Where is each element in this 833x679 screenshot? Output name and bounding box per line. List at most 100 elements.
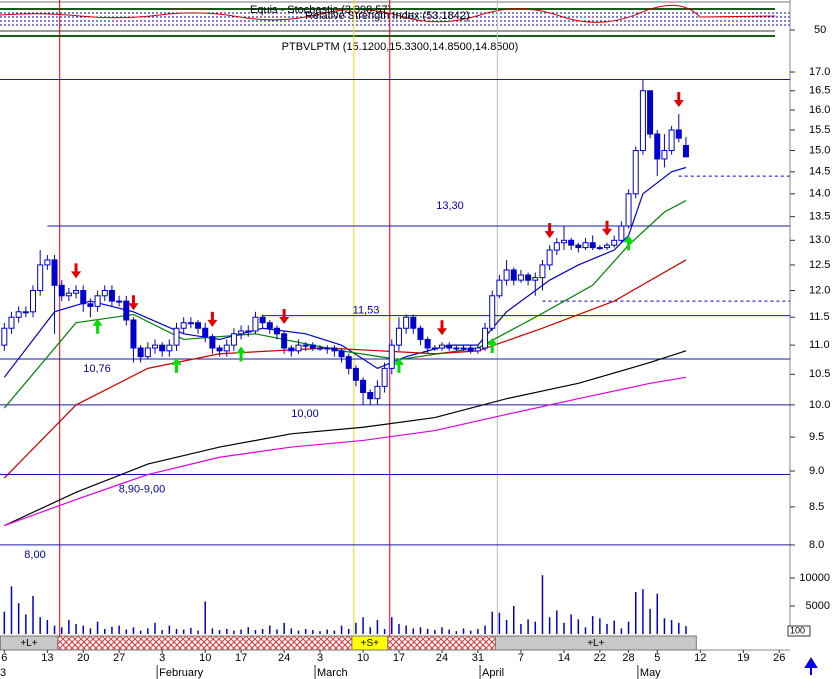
- level-label: 8,90-9,00: [119, 483, 165, 495]
- y-tick-label: 8.5: [809, 501, 824, 513]
- x-tick-label: 24: [278, 652, 290, 664]
- candle-body: [230, 333, 237, 346]
- candle-body: [410, 316, 417, 329]
- candle-body: [44, 259, 51, 266]
- candle-body: [431, 347, 438, 350]
- y-tick-label: 15.0: [809, 144, 830, 156]
- band-label: +L+: [20, 638, 37, 649]
- buy-arrow: [171, 357, 182, 373]
- x-tick-label: 22: [594, 652, 606, 664]
- candle-body: [345, 356, 352, 369]
- x-tick-label: 17: [235, 652, 247, 664]
- candle-body: [510, 269, 517, 281]
- candle-body: [374, 385, 381, 400]
- x-tick-label: 20: [77, 652, 89, 664]
- x-tick-label: 12: [694, 652, 706, 664]
- candle-body: [611, 239, 618, 246]
- volume-tick-label: 10000: [799, 572, 830, 584]
- candle-body: [73, 290, 80, 294]
- sell-arrow: [673, 91, 684, 107]
- candle-body: [195, 322, 202, 329]
- band-label: +S+: [361, 638, 380, 649]
- candle-body: [438, 344, 445, 349]
- y-tick-label: 14.0: [809, 188, 830, 200]
- signal-band: [57, 635, 353, 651]
- candle-body: [525, 274, 532, 281]
- candle-body: [302, 344, 309, 347]
- sell-arrow: [207, 311, 218, 327]
- candle-body: [30, 290, 37, 313]
- buy-arrow: [487, 338, 498, 354]
- x-tick-label: 3: [159, 652, 165, 664]
- candle-body: [223, 344, 230, 352]
- candle-body: [51, 259, 58, 286]
- candle-body: [532, 277, 539, 281]
- moving-average: [3, 259, 687, 479]
- x-tick-label: 10: [357, 652, 369, 664]
- month-label: March: [317, 667, 348, 679]
- candle-body: [618, 225, 625, 241]
- candle-body: [123, 300, 130, 321]
- candle-body: [489, 295, 496, 329]
- candle-body: [539, 264, 546, 279]
- candle-body: [309, 344, 316, 349]
- scroll-arrow[interactable]: [804, 657, 818, 675]
- candle-body: [187, 322, 194, 325]
- candle-body: [388, 344, 395, 369]
- signal-band: [387, 635, 496, 651]
- candle-body: [575, 244, 582, 249]
- candle-body: [22, 311, 29, 314]
- x-tick-label: 5: [654, 652, 660, 664]
- candle-body: [108, 290, 115, 302]
- candle-body: [252, 316, 259, 332]
- y-tick-label: 9.5: [809, 431, 824, 443]
- y-tick-label: 11.5: [809, 311, 830, 323]
- candle-body: [8, 316, 15, 329]
- candle-body: [166, 344, 173, 352]
- candle-body: [460, 347, 467, 350]
- candle-body: [288, 347, 295, 352]
- x-tick-label: 19: [737, 652, 749, 664]
- candle-body: [266, 322, 273, 329]
- moving-average: [4, 350, 687, 527]
- candle-body: [604, 244, 611, 249]
- candle-body: [654, 133, 661, 160]
- month-label: February: [159, 667, 204, 679]
- candle-body: [503, 269, 510, 281]
- candle-body: [553, 242, 560, 251]
- indicator-label: Equis - Stochastic (3,398.57): [250, 4, 391, 16]
- candle-body: [338, 350, 345, 358]
- candle-body: [352, 367, 359, 381]
- candle-body: [639, 90, 646, 152]
- y-tick-label: 13.5: [809, 211, 830, 223]
- candle-body: [582, 242, 589, 249]
- x-tick-label: 14: [558, 652, 570, 664]
- corner-box: [787, 625, 811, 637]
- candle-body: [130, 319, 137, 349]
- candle-body: [216, 347, 223, 352]
- x-tick-label: 7: [518, 652, 524, 664]
- y-tick-label: 10.5: [809, 368, 830, 380]
- candle-body: [259, 316, 266, 324]
- level-label: 13,30: [436, 200, 464, 212]
- y-tick-label: 9.0: [809, 465, 824, 477]
- x-tick-label: 3: [317, 652, 323, 664]
- y-tick-label: 14.5: [809, 166, 830, 178]
- candle-body: [101, 290, 108, 297]
- candle-body: [632, 150, 639, 195]
- sell-arrow: [436, 320, 447, 336]
- sell-arrow: [279, 309, 290, 325]
- chart-title: PTBVLPTM (15.1200,15.3300,14.8500,14.850…: [282, 41, 519, 53]
- candle-body: [417, 327, 424, 340]
- signal-band: [494, 635, 697, 651]
- moving-average: [4, 376, 687, 527]
- y-tick-label: 11.0: [809, 339, 830, 351]
- y-tick-label: 12.0: [809, 284, 830, 296]
- x-tick-label: 28: [622, 652, 634, 664]
- level-label: 11,53: [353, 305, 380, 317]
- candle-body: [116, 300, 123, 303]
- x-tick-label: 24: [436, 652, 448, 664]
- sell-arrow: [71, 263, 82, 279]
